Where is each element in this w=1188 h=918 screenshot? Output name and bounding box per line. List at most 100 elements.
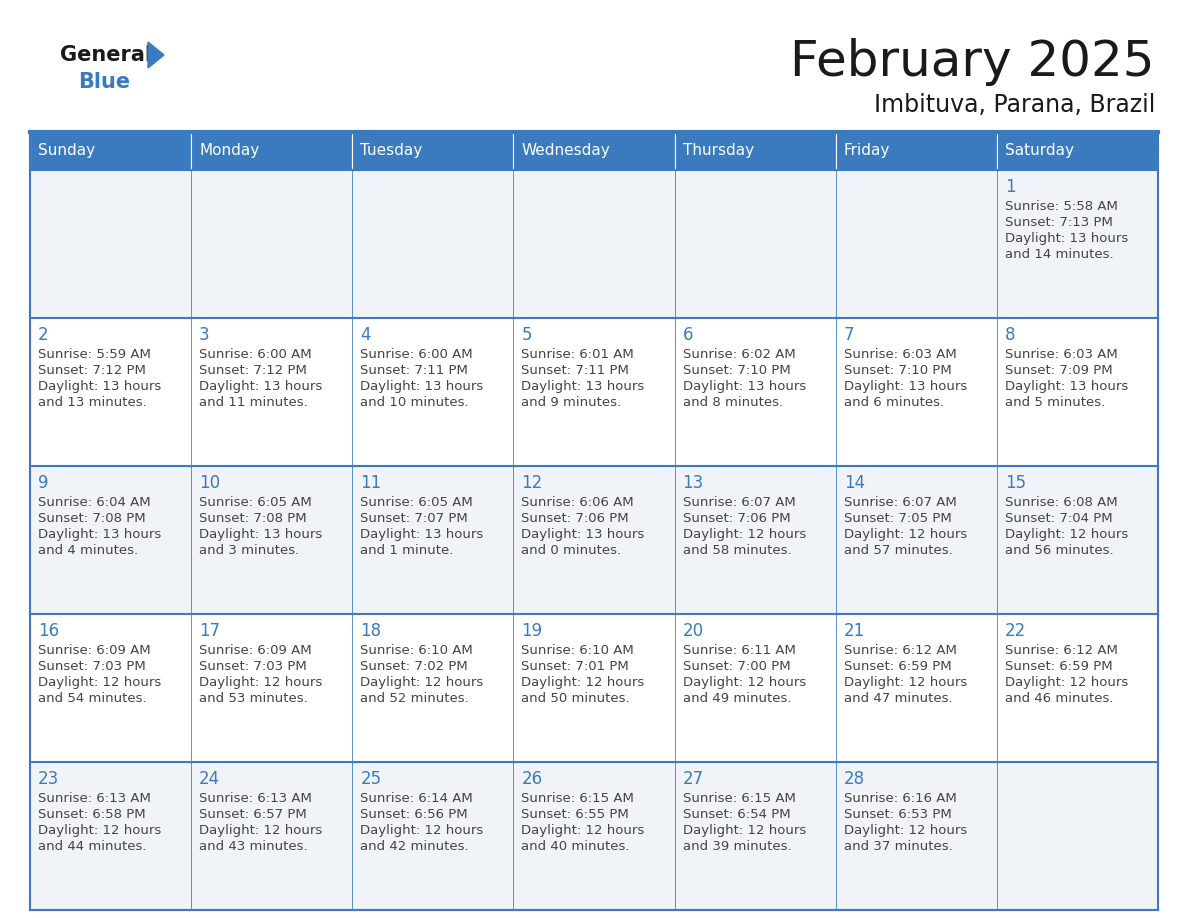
- Text: 23: 23: [38, 770, 59, 788]
- Text: Sunset: 6:57 PM: Sunset: 6:57 PM: [200, 808, 307, 821]
- Bar: [513, 614, 675, 762]
- Text: and 42 minutes.: and 42 minutes.: [360, 840, 469, 853]
- Text: Monday: Monday: [200, 143, 259, 159]
- Text: Sunrise: 6:10 AM: Sunrise: 6:10 AM: [360, 644, 473, 657]
- Text: Sunrise: 6:05 AM: Sunrise: 6:05 AM: [360, 496, 473, 509]
- Text: Daylight: 13 hours: Daylight: 13 hours: [1005, 380, 1129, 393]
- Text: Sunset: 7:10 PM: Sunset: 7:10 PM: [843, 364, 952, 377]
- Text: and 4 minutes.: and 4 minutes.: [38, 544, 138, 557]
- Text: and 53 minutes.: and 53 minutes.: [200, 692, 308, 705]
- Text: and 10 minutes.: and 10 minutes.: [360, 396, 469, 409]
- Text: Wednesday: Wednesday: [522, 143, 611, 159]
- Bar: [30, 614, 191, 762]
- Text: Sunset: 6:59 PM: Sunset: 6:59 PM: [843, 660, 952, 673]
- Bar: [835, 132, 997, 170]
- Bar: [997, 614, 1158, 762]
- Text: and 39 minutes.: and 39 minutes.: [683, 840, 791, 853]
- Text: Daylight: 13 hours: Daylight: 13 hours: [522, 528, 645, 541]
- Text: Sunset: 6:54 PM: Sunset: 6:54 PM: [683, 808, 790, 821]
- Text: Sunrise: 6:10 AM: Sunrise: 6:10 AM: [522, 644, 634, 657]
- Text: and 3 minutes.: and 3 minutes.: [200, 544, 299, 557]
- Text: Sunrise: 6:14 AM: Sunrise: 6:14 AM: [360, 792, 473, 805]
- Text: Sunrise: 6:08 AM: Sunrise: 6:08 AM: [1005, 496, 1118, 509]
- Text: 13: 13: [683, 474, 703, 492]
- Text: Saturday: Saturday: [1005, 143, 1074, 159]
- Text: Daylight: 13 hours: Daylight: 13 hours: [200, 380, 322, 393]
- Text: and 13 minutes.: and 13 minutes.: [38, 396, 147, 409]
- Text: Daylight: 13 hours: Daylight: 13 hours: [522, 380, 645, 393]
- Bar: [675, 170, 835, 318]
- Bar: [513, 466, 675, 614]
- Bar: [675, 318, 835, 466]
- Text: Sunset: 7:13 PM: Sunset: 7:13 PM: [1005, 216, 1113, 229]
- Bar: [675, 614, 835, 762]
- Bar: [30, 170, 191, 318]
- Bar: [30, 466, 191, 614]
- Bar: [353, 170, 513, 318]
- Text: 27: 27: [683, 770, 703, 788]
- Bar: [191, 318, 353, 466]
- Text: Sunset: 7:12 PM: Sunset: 7:12 PM: [38, 364, 146, 377]
- Text: 20: 20: [683, 622, 703, 640]
- Text: 4: 4: [360, 326, 371, 344]
- Text: Sunset: 6:56 PM: Sunset: 6:56 PM: [360, 808, 468, 821]
- Bar: [997, 318, 1158, 466]
- Text: 9: 9: [38, 474, 49, 492]
- Text: Sunrise: 6:15 AM: Sunrise: 6:15 AM: [683, 792, 796, 805]
- Text: Sunset: 7:08 PM: Sunset: 7:08 PM: [200, 512, 307, 525]
- Text: 24: 24: [200, 770, 220, 788]
- Text: 12: 12: [522, 474, 543, 492]
- Text: Daylight: 12 hours: Daylight: 12 hours: [38, 676, 162, 689]
- Text: and 40 minutes.: and 40 minutes.: [522, 840, 630, 853]
- Text: 10: 10: [200, 474, 220, 492]
- Text: Daylight: 12 hours: Daylight: 12 hours: [683, 824, 805, 837]
- Text: Daylight: 12 hours: Daylight: 12 hours: [843, 824, 967, 837]
- Text: Daylight: 13 hours: Daylight: 13 hours: [360, 380, 484, 393]
- Bar: [675, 762, 835, 910]
- Text: Daylight: 12 hours: Daylight: 12 hours: [843, 528, 967, 541]
- Text: Sunrise: 6:03 AM: Sunrise: 6:03 AM: [1005, 348, 1118, 361]
- Text: 28: 28: [843, 770, 865, 788]
- Text: Sunrise: 6:01 AM: Sunrise: 6:01 AM: [522, 348, 634, 361]
- Text: Sunrise: 6:07 AM: Sunrise: 6:07 AM: [683, 496, 795, 509]
- Bar: [30, 318, 191, 466]
- Text: Sunrise: 6:12 AM: Sunrise: 6:12 AM: [843, 644, 956, 657]
- Text: Imbituva, Parana, Brazil: Imbituva, Parana, Brazil: [873, 93, 1155, 117]
- Bar: [191, 132, 353, 170]
- Bar: [997, 762, 1158, 910]
- Text: Daylight: 12 hours: Daylight: 12 hours: [1005, 676, 1129, 689]
- Text: and 58 minutes.: and 58 minutes.: [683, 544, 791, 557]
- Bar: [835, 466, 997, 614]
- Bar: [30, 132, 191, 170]
- Text: Daylight: 13 hours: Daylight: 13 hours: [38, 380, 162, 393]
- Text: Daylight: 12 hours: Daylight: 12 hours: [200, 824, 322, 837]
- Text: Sunset: 7:11 PM: Sunset: 7:11 PM: [360, 364, 468, 377]
- Bar: [353, 318, 513, 466]
- Text: and 57 minutes.: and 57 minutes.: [843, 544, 953, 557]
- Text: Daylight: 13 hours: Daylight: 13 hours: [38, 528, 162, 541]
- Bar: [835, 762, 997, 910]
- Text: Daylight: 12 hours: Daylight: 12 hours: [1005, 528, 1129, 541]
- Bar: [997, 170, 1158, 318]
- Text: Sunset: 7:06 PM: Sunset: 7:06 PM: [522, 512, 630, 525]
- Text: Sunset: 7:10 PM: Sunset: 7:10 PM: [683, 364, 790, 377]
- Text: 7: 7: [843, 326, 854, 344]
- Text: Sunrise: 6:15 AM: Sunrise: 6:15 AM: [522, 792, 634, 805]
- Text: Sunset: 7:07 PM: Sunset: 7:07 PM: [360, 512, 468, 525]
- Bar: [835, 170, 997, 318]
- Text: 18: 18: [360, 622, 381, 640]
- Text: and 8 minutes.: and 8 minutes.: [683, 396, 783, 409]
- Bar: [675, 132, 835, 170]
- Text: Tuesday: Tuesday: [360, 143, 423, 159]
- Text: Sunrise: 5:58 AM: Sunrise: 5:58 AM: [1005, 200, 1118, 213]
- Text: Sunset: 7:03 PM: Sunset: 7:03 PM: [38, 660, 146, 673]
- Text: and 0 minutes.: and 0 minutes.: [522, 544, 621, 557]
- Bar: [353, 466, 513, 614]
- Text: Sunrise: 6:09 AM: Sunrise: 6:09 AM: [200, 644, 311, 657]
- Bar: [191, 762, 353, 910]
- Text: 16: 16: [38, 622, 59, 640]
- Text: Sunset: 7:09 PM: Sunset: 7:09 PM: [1005, 364, 1112, 377]
- Bar: [513, 762, 675, 910]
- Text: Sunrise: 6:09 AM: Sunrise: 6:09 AM: [38, 644, 151, 657]
- Bar: [513, 170, 675, 318]
